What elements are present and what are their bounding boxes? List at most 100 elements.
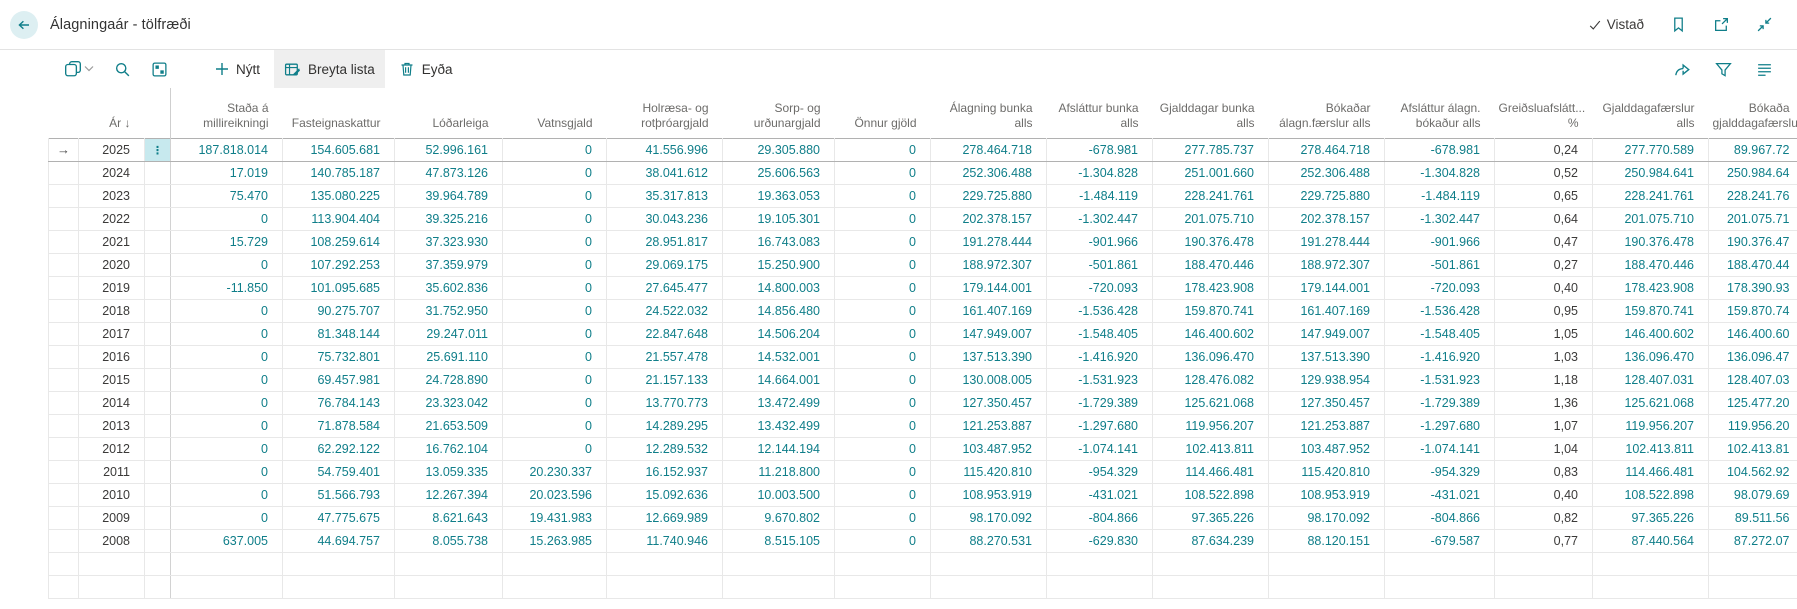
cell-vatnsgjald[interactable]: 0	[503, 345, 607, 368]
views-button[interactable]	[56, 60, 102, 78]
cell-onnur_gjold[interactable]: 0	[835, 184, 931, 207]
cell-afslattur_alagn_bokadur_alls[interactable]: -804.866	[1385, 506, 1495, 529]
cell-vatnsgjald[interactable]: 0	[503, 276, 607, 299]
filter-button[interactable]	[1715, 61, 1732, 78]
cell-gjalddagafaerslur_alls[interactable]: 201.075.710	[1593, 207, 1709, 230]
cell-vatnsgjald[interactable]: 0	[503, 230, 607, 253]
cell-lodarleiga[interactable]: 16.762.104	[395, 437, 503, 460]
cell-fasteignaskattur[interactable]: 81.348.144	[283, 322, 395, 345]
cell-fasteignaskattur[interactable]: 47.775.675	[283, 506, 395, 529]
cell-gjalddagar_bunka_alls[interactable]: 146.400.602	[1153, 322, 1269, 345]
cell-alagning_bunka_alls[interactable]: 130.008.005	[931, 368, 1047, 391]
cell-bokadar_gjalddagafaerslur[interactable]: 188.470.44	[1709, 253, 1797, 276]
cell-afslattur_alagn_bokadur_alls[interactable]: -501.861	[1385, 253, 1495, 276]
cell-afslattur_alagn_bokadur_alls[interactable]: -1.536.428	[1385, 299, 1495, 322]
row-menu-cell[interactable]	[145, 253, 171, 276]
cell-stada_a_millireikningi[interactable]: 637.005	[171, 529, 283, 552]
column-header-afslattur_alagn_bokadur_alls[interactable]: Afsláttur álagn. bókaður alls	[1385, 88, 1495, 138]
cell-afslattur_alagn_bokadur_alls[interactable]: -1.531.923	[1385, 368, 1495, 391]
column-header-ar[interactable]: Ár ↓	[79, 88, 145, 138]
cell-onnur_gjold[interactable]: 0	[835, 506, 931, 529]
cell-holraesa_og_rotthroargjald[interactable]: 13.770.773	[607, 391, 723, 414]
cell-afslattur_alagn_bokadur_alls[interactable]: -720.093	[1385, 276, 1495, 299]
cell-gjalddagar_bunka_alls[interactable]: 136.096.470	[1153, 345, 1269, 368]
cell-vatnsgjald[interactable]: 20.230.337	[503, 460, 607, 483]
popout-button[interactable]	[1713, 16, 1730, 33]
cell-fasteignaskattur[interactable]: 44.694.757	[283, 529, 395, 552]
cell-afslattur_alagn_bokadur_alls[interactable]: -901.966	[1385, 230, 1495, 253]
cell-afslattur_alagn_bokadur_alls[interactable]: -1.416.920	[1385, 345, 1495, 368]
cell-bokadar_gjalddagafaerslur[interactable]: 136.096.47	[1709, 345, 1797, 368]
new-button[interactable]: Nýtt	[205, 50, 270, 88]
cell-vatnsgjald[interactable]: 0	[503, 161, 607, 184]
cell-afslattur_bunka_alls[interactable]: -431.021	[1047, 483, 1153, 506]
cell-onnur_gjold[interactable]: 0	[835, 253, 931, 276]
cell-vatnsgjald[interactable]: 0	[503, 138, 607, 161]
edit-list-button[interactable]: Breyta lista	[274, 50, 385, 88]
cell-fasteignaskattur[interactable]: 51.566.793	[283, 483, 395, 506]
cell-alagning_bunka_alls[interactable]: 121.253.887	[931, 414, 1047, 437]
list-view-button[interactable]	[1756, 61, 1773, 78]
column-header-afslattur_bunka_alls[interactable]: Afsláttur bunka alls	[1047, 88, 1153, 138]
row-menu-cell[interactable]	[145, 483, 171, 506]
row-menu-cell[interactable]	[145, 161, 171, 184]
cell-gjalddagafaerslur_alls[interactable]: 102.413.811	[1593, 437, 1709, 460]
cell-bokadar_alagn_faerslur_alls[interactable]: 127.350.457	[1269, 391, 1385, 414]
cell-gjalddagar_bunka_alls[interactable]: 125.621.068	[1153, 391, 1269, 414]
cell-holraesa_og_rotthroargjald[interactable]: 29.069.175	[607, 253, 723, 276]
cell-holraesa_og_rotthroargjald[interactable]: 12.669.989	[607, 506, 723, 529]
cell-ar[interactable]: 2009	[79, 506, 145, 529]
cell-gjalddagafaerslur_alls[interactable]: 188.470.446	[1593, 253, 1709, 276]
cell-onnur_gjold[interactable]: 0	[835, 345, 931, 368]
cell-lodarleiga[interactable]: 29.247.011	[395, 322, 503, 345]
cell-onnur_gjold[interactable]: 0	[835, 299, 931, 322]
cell-afslattur_alagn_bokadur_alls[interactable]: -431.021	[1385, 483, 1495, 506]
cell-holraesa_og_rotthroargjald[interactable]: 21.557.478	[607, 345, 723, 368]
cell-gjalddagafaerslur_alls[interactable]: 128.407.031	[1593, 368, 1709, 391]
cell-alagning_bunka_alls[interactable]: 252.306.488	[931, 161, 1047, 184]
cell-lodarleiga[interactable]: 8.055.738	[395, 529, 503, 552]
cell-afslattur_bunka_alls[interactable]: -1.548.405	[1047, 322, 1153, 345]
row-menu-cell[interactable]	[145, 230, 171, 253]
cell-bokadar_gjalddagafaerslur[interactable]: 190.376.47	[1709, 230, 1797, 253]
row-menu-cell[interactable]	[145, 299, 171, 322]
cell-afslattur_alagn_bokadur_alls[interactable]: -954.329	[1385, 460, 1495, 483]
cell-ar[interactable]: 2012	[79, 437, 145, 460]
cell-gjalddagar_bunka_alls[interactable]: 188.470.446	[1153, 253, 1269, 276]
cell-ar[interactable]: 2016	[79, 345, 145, 368]
cell-afslattur_bunka_alls[interactable]: -804.866	[1047, 506, 1153, 529]
cell-bokadar_alagn_faerslur_alls[interactable]: 161.407.169	[1269, 299, 1385, 322]
cell-ar[interactable]: 2017	[79, 322, 145, 345]
cell-ar[interactable]: 2015	[79, 368, 145, 391]
cell-vatnsgjald[interactable]: 0	[503, 299, 607, 322]
cell-holraesa_og_rotthroargjald[interactable]: 41.556.996	[607, 138, 723, 161]
cell-fasteignaskattur[interactable]: 101.095.685	[283, 276, 395, 299]
cell-gjalddagafaerslur_alls[interactable]: 125.621.068	[1593, 391, 1709, 414]
cell-sorp_og_urdunargjald[interactable]: 16.743.083	[723, 230, 835, 253]
cell-afslattur_bunka_alls[interactable]: -501.861	[1047, 253, 1153, 276]
cell-vatnsgjald[interactable]: 0	[503, 207, 607, 230]
cell-lodarleiga[interactable]: 39.964.789	[395, 184, 503, 207]
cell-sorp_og_urdunargjald[interactable]: 13.432.499	[723, 414, 835, 437]
cell-afslattur_bunka_alls[interactable]: -1.416.920	[1047, 345, 1153, 368]
cell-bokadar_gjalddagafaerslur[interactable]: 104.562.92	[1709, 460, 1797, 483]
column-header-holraesa_og_rotthroargjald[interactable]: Holræsa- og rotþróargjald	[607, 88, 723, 138]
column-header-vatnsgjald[interactable]: Vatnsgjald	[503, 88, 607, 138]
column-header-stada_a_millireikningi[interactable]: Staða á millireikningi	[171, 88, 283, 138]
cell-bokadar_gjalddagafaerslur[interactable]: 89.511.56	[1709, 506, 1797, 529]
cell-holraesa_og_rotthroargjald[interactable]: 12.289.532	[607, 437, 723, 460]
cell-vatnsgjald[interactable]: 0	[503, 184, 607, 207]
cell-alagning_bunka_alls[interactable]: 108.953.919	[931, 483, 1047, 506]
cell-alagning_bunka_alls[interactable]: 161.407.169	[931, 299, 1047, 322]
cell-greidsluafslattur_pct[interactable]: 0,77	[1495, 529, 1593, 552]
cell-stada_a_millireikningi[interactable]: 0	[171, 506, 283, 529]
cell-holraesa_og_rotthroargjald[interactable]: 24.522.032	[607, 299, 723, 322]
search-button[interactable]	[106, 61, 139, 78]
column-header-gjalddagafaerslur_alls[interactable]: Gjalddagafærslur alls	[1593, 88, 1709, 138]
cell-onnur_gjold[interactable]: 0	[835, 276, 931, 299]
cell-gjalddagafaerslur_alls[interactable]: 87.440.564	[1593, 529, 1709, 552]
cell-vatnsgjald[interactable]: 19.431.983	[503, 506, 607, 529]
cell-fasteignaskattur[interactable]: 135.080.225	[283, 184, 395, 207]
cell-stada_a_millireikningi[interactable]: 17.019	[171, 161, 283, 184]
cell-greidsluafslattur_pct[interactable]: 0,40	[1495, 276, 1593, 299]
